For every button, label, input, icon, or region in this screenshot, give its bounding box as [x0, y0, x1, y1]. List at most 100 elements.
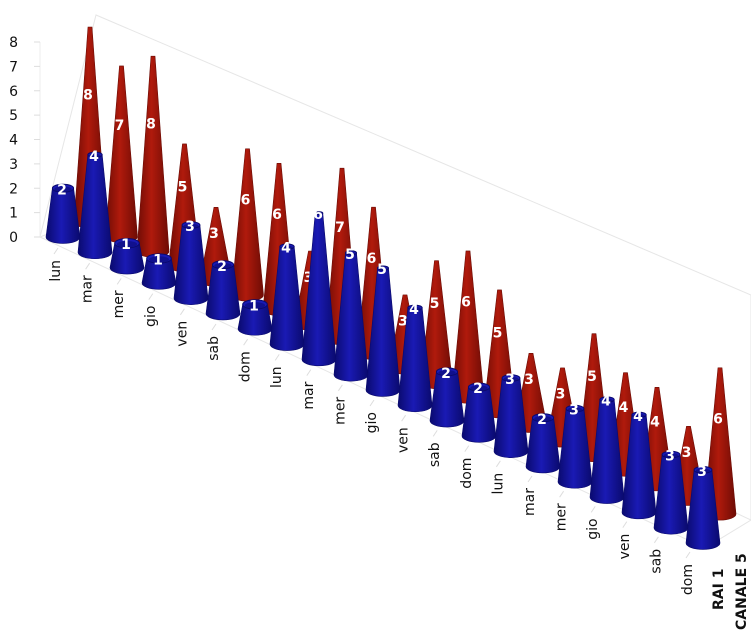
cone-rai1: 5: [365, 262, 401, 397]
x-tick-label: mar: [80, 275, 96, 303]
data-label: 4: [89, 149, 99, 165]
data-label: 3: [569, 403, 579, 419]
x-tick-label: sab: [206, 336, 222, 361]
series-label-rai1: RAI 1: [711, 569, 727, 610]
x-axis-ticks: [53, 247, 691, 559]
y-tick-label: 8: [9, 35, 18, 51]
data-label: 3: [505, 372, 515, 388]
data-label: 4: [633, 409, 643, 425]
data-label: 5: [377, 262, 387, 278]
x-tick-label: ven: [617, 534, 633, 560]
y-tick-label: 4: [9, 133, 18, 149]
x-tick: [211, 323, 217, 331]
x-tick: [495, 460, 501, 468]
x-tick: [527, 475, 533, 483]
x-tick-label: dom: [459, 458, 475, 489]
data-label: 3: [524, 372, 534, 388]
x-tick-label: lun: [269, 366, 285, 388]
cone-rai1: 4: [77, 149, 113, 260]
x-tick-label: gio: [143, 306, 159, 327]
x-tick: [85, 262, 91, 270]
x-tick: [559, 490, 565, 498]
data-label: 6: [241, 192, 251, 208]
x-tick: [653, 536, 659, 544]
data-label: 6: [313, 207, 323, 223]
data-label: 6: [272, 207, 282, 223]
x-tick-label: lun: [490, 473, 506, 495]
cone-rai1: 1: [141, 253, 177, 290]
data-label: 5: [345, 247, 355, 263]
data-label: 3: [304, 270, 314, 286]
cone-rai1: 4: [621, 409, 657, 520]
x-tick: [53, 247, 59, 255]
x-tick: [243, 338, 249, 346]
x-tick: [590, 506, 596, 513]
x-tick-label: mer: [111, 290, 127, 318]
x-tick-label: mar: [301, 381, 317, 409]
data-label: 3: [665, 449, 675, 465]
x-tick: [685, 551, 691, 559]
cone-rai1: 4: [269, 241, 305, 351]
x-tick: [369, 399, 375, 407]
data-label: 6: [713, 411, 723, 427]
y-tick-label: 0: [9, 230, 18, 246]
data-label: 3: [556, 387, 566, 403]
cone-rai1: 2: [429, 366, 465, 428]
data-label: 2: [473, 381, 483, 397]
x-tick-label: dom: [238, 351, 254, 382]
data-label: 3: [209, 226, 219, 242]
x-tick-label: gio: [585, 518, 601, 539]
x-tick-label: mer: [332, 397, 348, 425]
x-tick-label: ven: [396, 427, 412, 453]
x-tick: [432, 430, 438, 437]
data-label: 1: [249, 298, 259, 314]
data-label: 2: [57, 182, 67, 198]
x-tick: [179, 308, 185, 316]
x-tick: [622, 521, 628, 528]
data-label: 5: [430, 296, 440, 312]
y-tick-label: 3: [9, 157, 18, 173]
data-label: 2: [537, 412, 547, 428]
data-label: 5: [587, 369, 597, 385]
cone-rai1: 5: [333, 247, 369, 382]
y-tick-label: 7: [9, 59, 18, 75]
data-label: 8: [146, 117, 156, 133]
cone-rai1: 3: [493, 372, 529, 458]
x-tick-label: mer: [554, 503, 570, 531]
data-label: 5: [493, 325, 503, 341]
y-tick-label: 6: [9, 84, 18, 100]
y-tick-label: 2: [9, 181, 18, 197]
data-label: 8: [83, 87, 93, 103]
x-tick: [401, 414, 407, 422]
cone-rai1: 1: [109, 237, 145, 275]
data-label: 7: [115, 118, 125, 134]
x-tick-label: mar: [522, 488, 538, 516]
x-tick: [274, 354, 280, 361]
data-label: 5: [178, 179, 188, 195]
data-label: 7: [335, 220, 345, 236]
cone-rai1: 2: [45, 182, 81, 244]
data-label: 4: [281, 241, 291, 257]
cone-rai1: 3: [557, 403, 593, 489]
data-label: 4: [619, 400, 629, 416]
data-label: 4: [650, 414, 660, 430]
cone-rai1: 3: [685, 464, 721, 550]
y-axis: 0 1 2 3 4 5 6 7 8: [9, 35, 40, 246]
y-tick-label: 1: [9, 206, 18, 222]
data-label: 1: [121, 237, 131, 253]
data-label: 1: [153, 253, 163, 269]
x-tick: [464, 445, 470, 452]
data-label: 4: [409, 302, 419, 318]
x-tick-label: ven: [174, 321, 190, 347]
cone-rai1: 3: [653, 449, 689, 535]
data-label: 3: [398, 314, 408, 330]
x-tick: [148, 293, 154, 300]
data-label: 3: [185, 219, 195, 235]
x-tick-label: dom: [680, 564, 696, 595]
x-tick-label: lun: [48, 260, 64, 282]
data-label: 3: [682, 445, 692, 461]
data-label: 2: [441, 366, 451, 382]
